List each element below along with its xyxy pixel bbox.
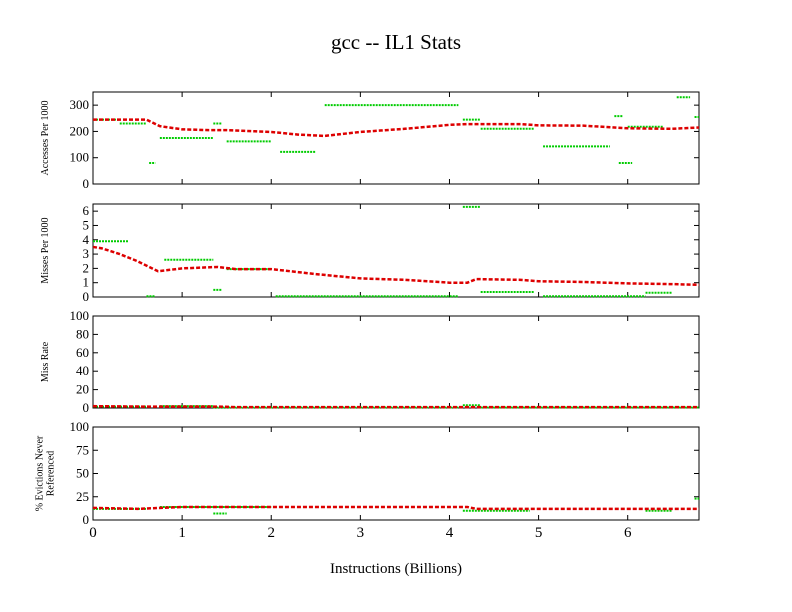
y-tick-label: 5 (83, 217, 90, 232)
y-tick-label: 0 (83, 512, 90, 527)
x-tick-label: 2 (267, 525, 275, 541)
y-tick-label: 100 (70, 419, 90, 434)
panel-frame (92, 315, 700, 409)
y-axis-label: % Evictions Never (35, 435, 46, 511)
y-axis-label: Accesses Per 1000 (40, 101, 51, 176)
y-tick-label: 0 (83, 176, 90, 191)
y-tick-label: 20 (76, 382, 89, 397)
y-tick-label: 0 (83, 289, 90, 304)
y-tick-label: 2 (83, 260, 90, 275)
y-tick-label: 4 (83, 232, 90, 247)
panel-frame (92, 203, 700, 298)
x-tick-label: 6 (624, 525, 632, 541)
y-tick-label: 75 (76, 442, 89, 457)
y-tick-label: 40 (76, 363, 89, 378)
y-tick-label: 50 (76, 466, 89, 481)
y-axis-label: Miss Rate (40, 341, 51, 382)
x-tick-label: 0 (89, 525, 97, 541)
y-tick-label: 3 (83, 246, 90, 261)
y-tick-label: 0 (83, 400, 90, 415)
y-axis-label: Misses Per 1000 (40, 217, 51, 283)
y-tick-label: 300 (70, 97, 90, 112)
mean-line (92, 404, 699, 409)
mean-line (92, 245, 700, 287)
y-tick-label: 80 (76, 326, 89, 341)
x-tick-label: 3 (357, 525, 365, 541)
y-tick-label: 6 (83, 203, 90, 218)
mean-line (93, 118, 700, 138)
x-axis-label: Instructions (Billions) (329, 561, 463, 577)
x-tick-label: 1 (178, 525, 186, 541)
y-tick-label: 1 (83, 275, 90, 290)
x-tick-label: 4 (446, 525, 454, 541)
mean-line (92, 505, 699, 511)
x-tick-label: 5 (535, 525, 543, 541)
panel-frame (92, 91, 700, 185)
y-axis-label: Referenced (46, 451, 57, 497)
y-tick-label: 60 (76, 345, 89, 360)
y-tick-label: 100 (70, 308, 90, 323)
y-tick-label: 25 (76, 489, 89, 504)
y-tick-label: 100 (70, 150, 90, 165)
y-tick-label: 200 (70, 123, 90, 138)
chart-title: gcc -- IL1 Stats (330, 30, 462, 54)
